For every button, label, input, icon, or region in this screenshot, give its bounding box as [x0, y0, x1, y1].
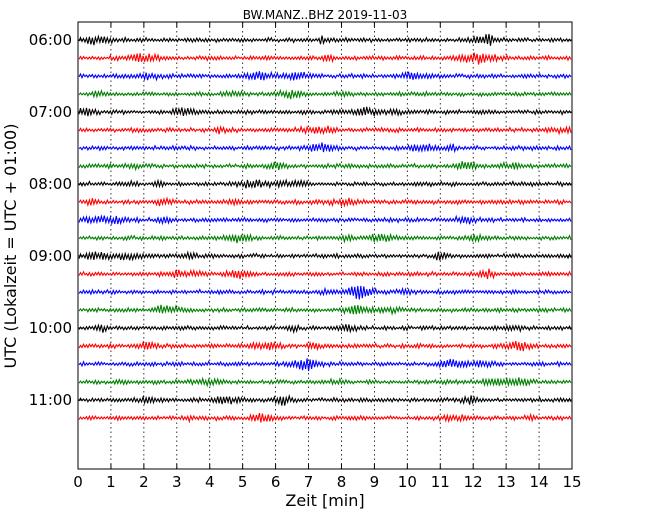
trace-line-15 [78, 304, 572, 316]
y-tick-label-2: 08:00 [29, 175, 72, 193]
trace-line-20 [78, 393, 572, 406]
trace-line-14 [78, 285, 572, 300]
x-tick-label-12: 12 [464, 473, 483, 491]
y-tick-label-4: 10:00 [29, 319, 72, 337]
x-tick-label-9: 9 [370, 473, 380, 491]
x-axis-label: Zeit [min] [285, 491, 364, 510]
trace-line-4 [78, 106, 572, 117]
trace-line-17 [78, 340, 572, 352]
x-axis: 0 1 2 3 4 5 6 7 8 9 10 11 12 13 14 15 [73, 22, 582, 491]
x-tick-label-5: 5 [238, 473, 248, 491]
y-tick-label-5: 11:00 [29, 391, 72, 409]
x-tick-label-14: 14 [530, 473, 549, 491]
trace-line-11 [78, 232, 572, 244]
plot-area [78, 22, 572, 469]
x-tick-label-10: 10 [398, 473, 417, 491]
y-tick-label-1: 07:00 [29, 103, 72, 121]
x-tick-label-3: 3 [172, 473, 182, 491]
trace-line-1 [78, 52, 572, 65]
chart-title: BW.MANZ..BHZ 2019-11-03 [243, 8, 408, 22]
trace-line-0 [78, 33, 572, 46]
trace-line-12 [78, 250, 572, 262]
x-tick-label-0: 0 [73, 473, 83, 491]
x-tick-label-2: 2 [139, 473, 149, 491]
x-tick-label-1: 1 [106, 473, 116, 491]
y-tick-label-0: 06:00 [29, 31, 72, 49]
y-axis: 06:00 07:00 08:00 09:00 10:00 11:00 [29, 31, 572, 409]
y-tick-label-3: 09:00 [29, 247, 72, 265]
y-axis-label: UTC (Lokalzeit = UTC + 01:00) [1, 124, 20, 369]
trace-line-9 [78, 196, 572, 208]
trace-line-18 [78, 358, 572, 372]
trace-line-10 [78, 214, 572, 226]
trace-line-5 [78, 124, 572, 136]
trace-line-19 [78, 376, 572, 388]
trace-group [78, 33, 572, 424]
x-tick-label-4: 4 [205, 473, 215, 491]
trace-line-16 [78, 323, 572, 335]
trace-line-3 [78, 88, 572, 100]
plot-frame [77, 21, 573, 470]
x-tick-label-7: 7 [304, 473, 314, 491]
trace-line-8 [78, 178, 572, 190]
x-tick-label-11: 11 [431, 473, 450, 491]
trace-line-7 [78, 160, 572, 172]
trace-line-2 [78, 70, 572, 82]
x-tick-label-13: 13 [497, 473, 516, 491]
trace-line-21 [78, 412, 572, 424]
trace-line-13 [78, 268, 572, 280]
trace-line-6 [78, 142, 572, 154]
x-tick-label-6: 6 [271, 473, 281, 491]
x-tick-label-8: 8 [337, 473, 347, 491]
x-tick-label-15: 15 [562, 473, 581, 491]
